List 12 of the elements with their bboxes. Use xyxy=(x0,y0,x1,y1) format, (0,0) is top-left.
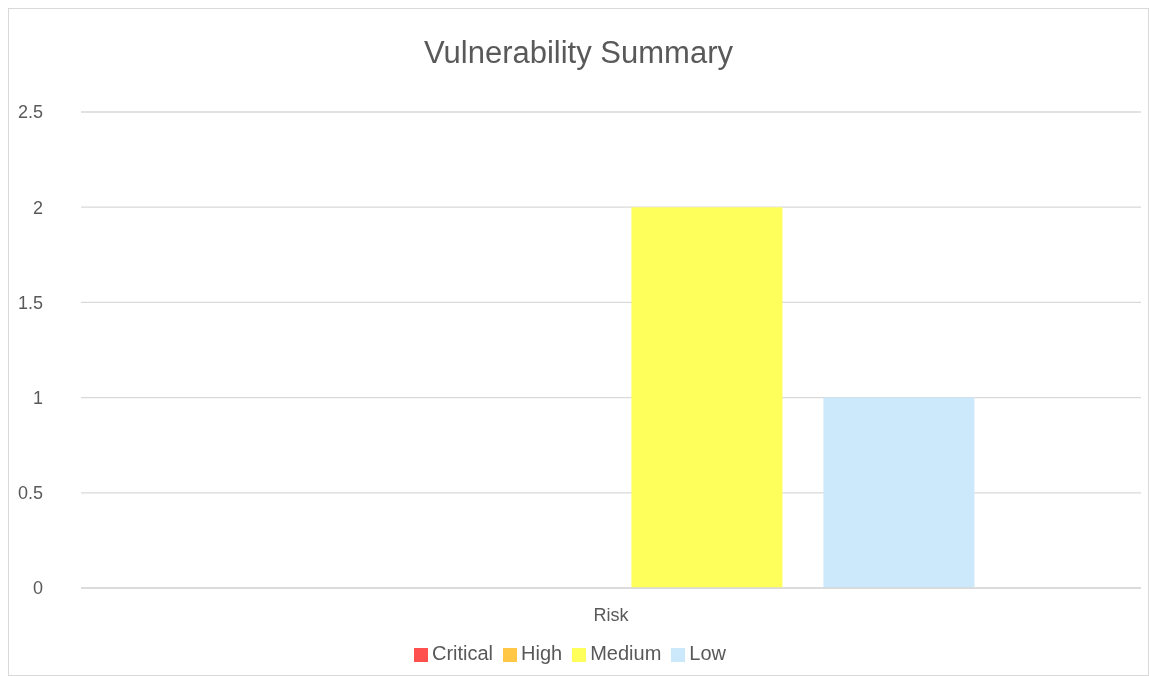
y-tick-label: 2 xyxy=(32,197,43,218)
y-tick-label: 0 xyxy=(32,578,43,599)
y-tick-label: 0.5 xyxy=(17,483,43,504)
y-tick-label: 1 xyxy=(32,387,43,408)
legend-label: High xyxy=(521,642,563,664)
legend-label: Critical xyxy=(431,642,494,664)
legend-label: Medium xyxy=(590,642,662,664)
x-tick-label: Risk xyxy=(593,604,630,625)
legend-label: Low xyxy=(689,642,727,664)
y-tick-label: 2.5 xyxy=(17,102,43,123)
chart-title: Vulnerability Summary xyxy=(423,35,734,71)
y-tick-label: 1.5 xyxy=(17,292,43,313)
